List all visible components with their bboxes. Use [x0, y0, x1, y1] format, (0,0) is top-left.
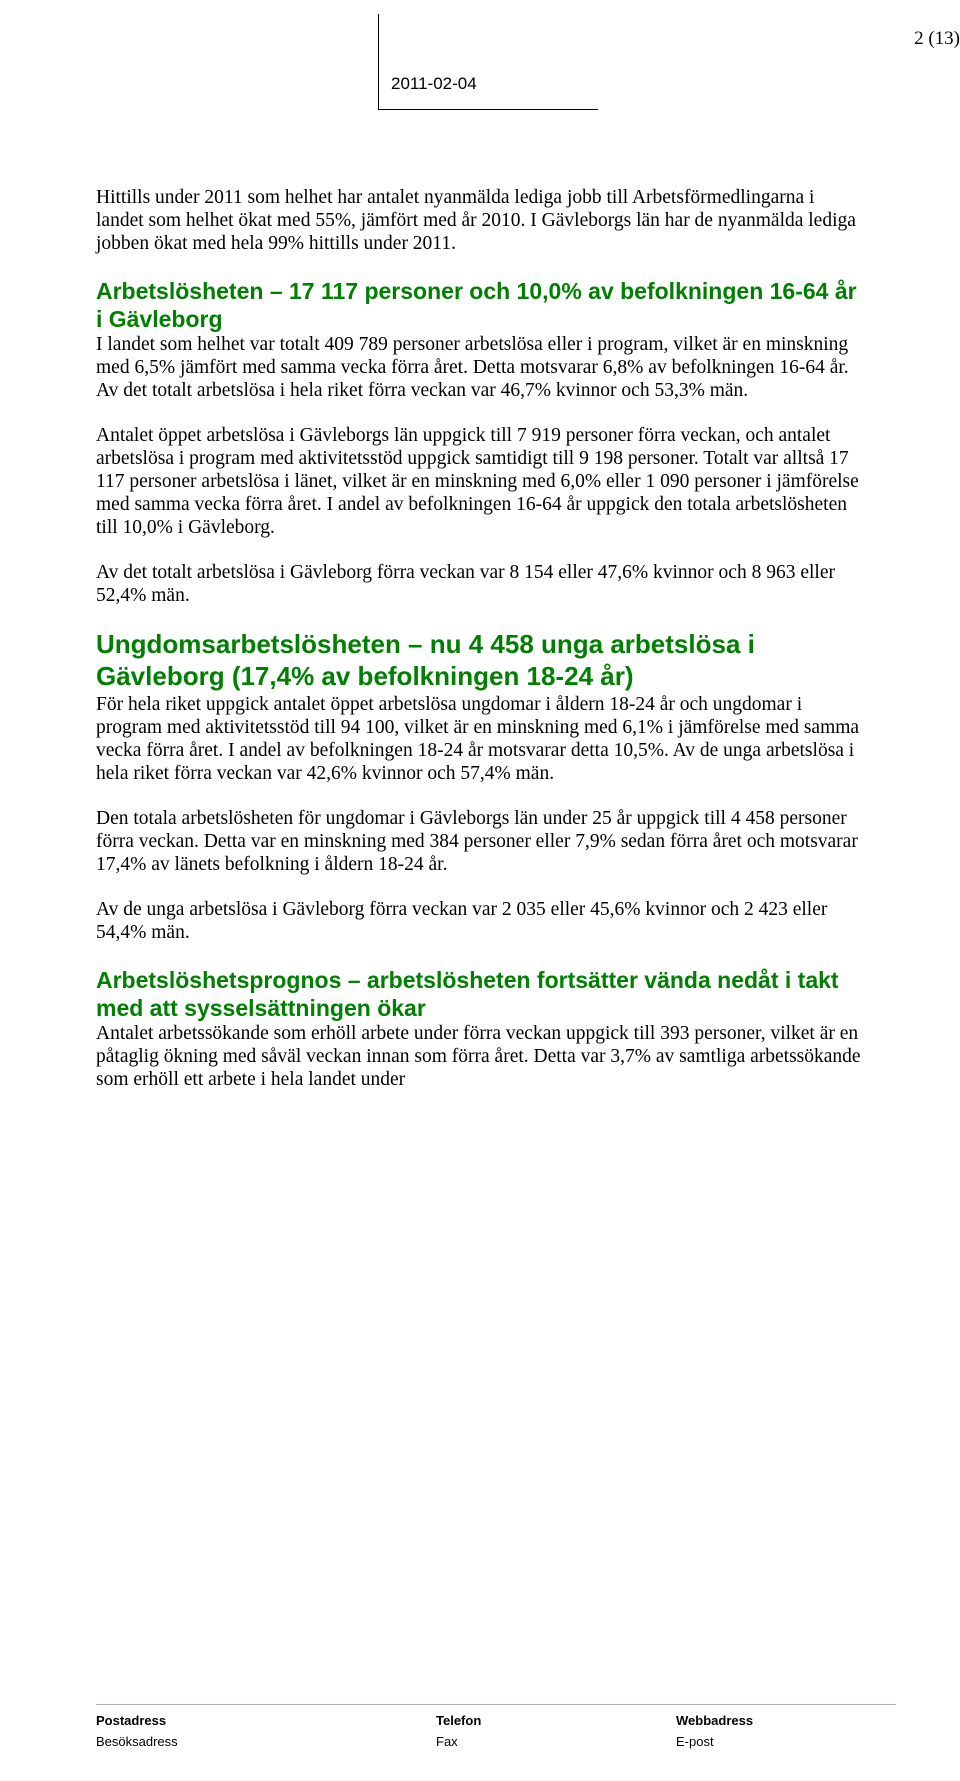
footer-besoksadress: Besöksadress: [96, 1732, 436, 1753]
footer: Postadress Telefon Webbadress Besöksadre…: [96, 1704, 896, 1753]
section2-p1: För hela riket uppgick antalet öppet arb…: [96, 693, 866, 785]
section2-p3: Av de unga arbetslösa i Gävleborg förra …: [96, 898, 866, 944]
footer-fax: Fax: [436, 1732, 676, 1753]
section-arbetslosheten: Arbetslösheten – 17 117 personer och 10,…: [96, 277, 866, 607]
section-prognos: Arbetslöshetsprognos – arbetslösheten fo…: [96, 966, 866, 1091]
intro-paragraph: Hittills under 2011 som helhet har antal…: [96, 186, 866, 255]
heading-prognos: Arbetslöshetsprognos – arbetslösheten fo…: [96, 966, 866, 1022]
section1-p1: I landet som helhet var totalt 409 789 p…: [96, 333, 866, 402]
footer-telefon-label: Telefon: [436, 1711, 676, 1732]
header-date: 2011-02-04: [391, 74, 598, 94]
section3-p1: Antalet arbetssökande som erhöll arbete …: [96, 1022, 866, 1091]
header-date-box: 2011-02-04: [378, 14, 598, 110]
document-content: Hittills under 2011 som helhet har antal…: [96, 186, 866, 1113]
footer-row-values: Besöksadress Fax E-post: [96, 1732, 896, 1753]
section-ungdomsarbetslosheten: Ungdomsarbetslösheten – nu 4 458 unga ar…: [96, 629, 866, 943]
page-number: 2 (13): [914, 28, 960, 50]
footer-epost: E-post: [676, 1732, 896, 1753]
footer-webbadress-label: Webbadress: [676, 1711, 896, 1732]
section2-p2: Den totala arbetslösheten för ungdomar i…: [96, 807, 866, 876]
footer-postadress-label: Postadress: [96, 1711, 436, 1732]
heading-ungdomsarbetslosheten: Ungdomsarbetslösheten – nu 4 458 unga ar…: [96, 629, 866, 692]
footer-row-labels: Postadress Telefon Webbadress: [96, 1711, 896, 1732]
section1-p3: Av det totalt arbetslösa i Gävleborg för…: [96, 561, 866, 607]
section1-p2: Antalet öppet arbetslösa i Gävleborgs lä…: [96, 424, 866, 539]
heading-arbetslosheten: Arbetslösheten – 17 117 personer och 10,…: [96, 277, 866, 333]
